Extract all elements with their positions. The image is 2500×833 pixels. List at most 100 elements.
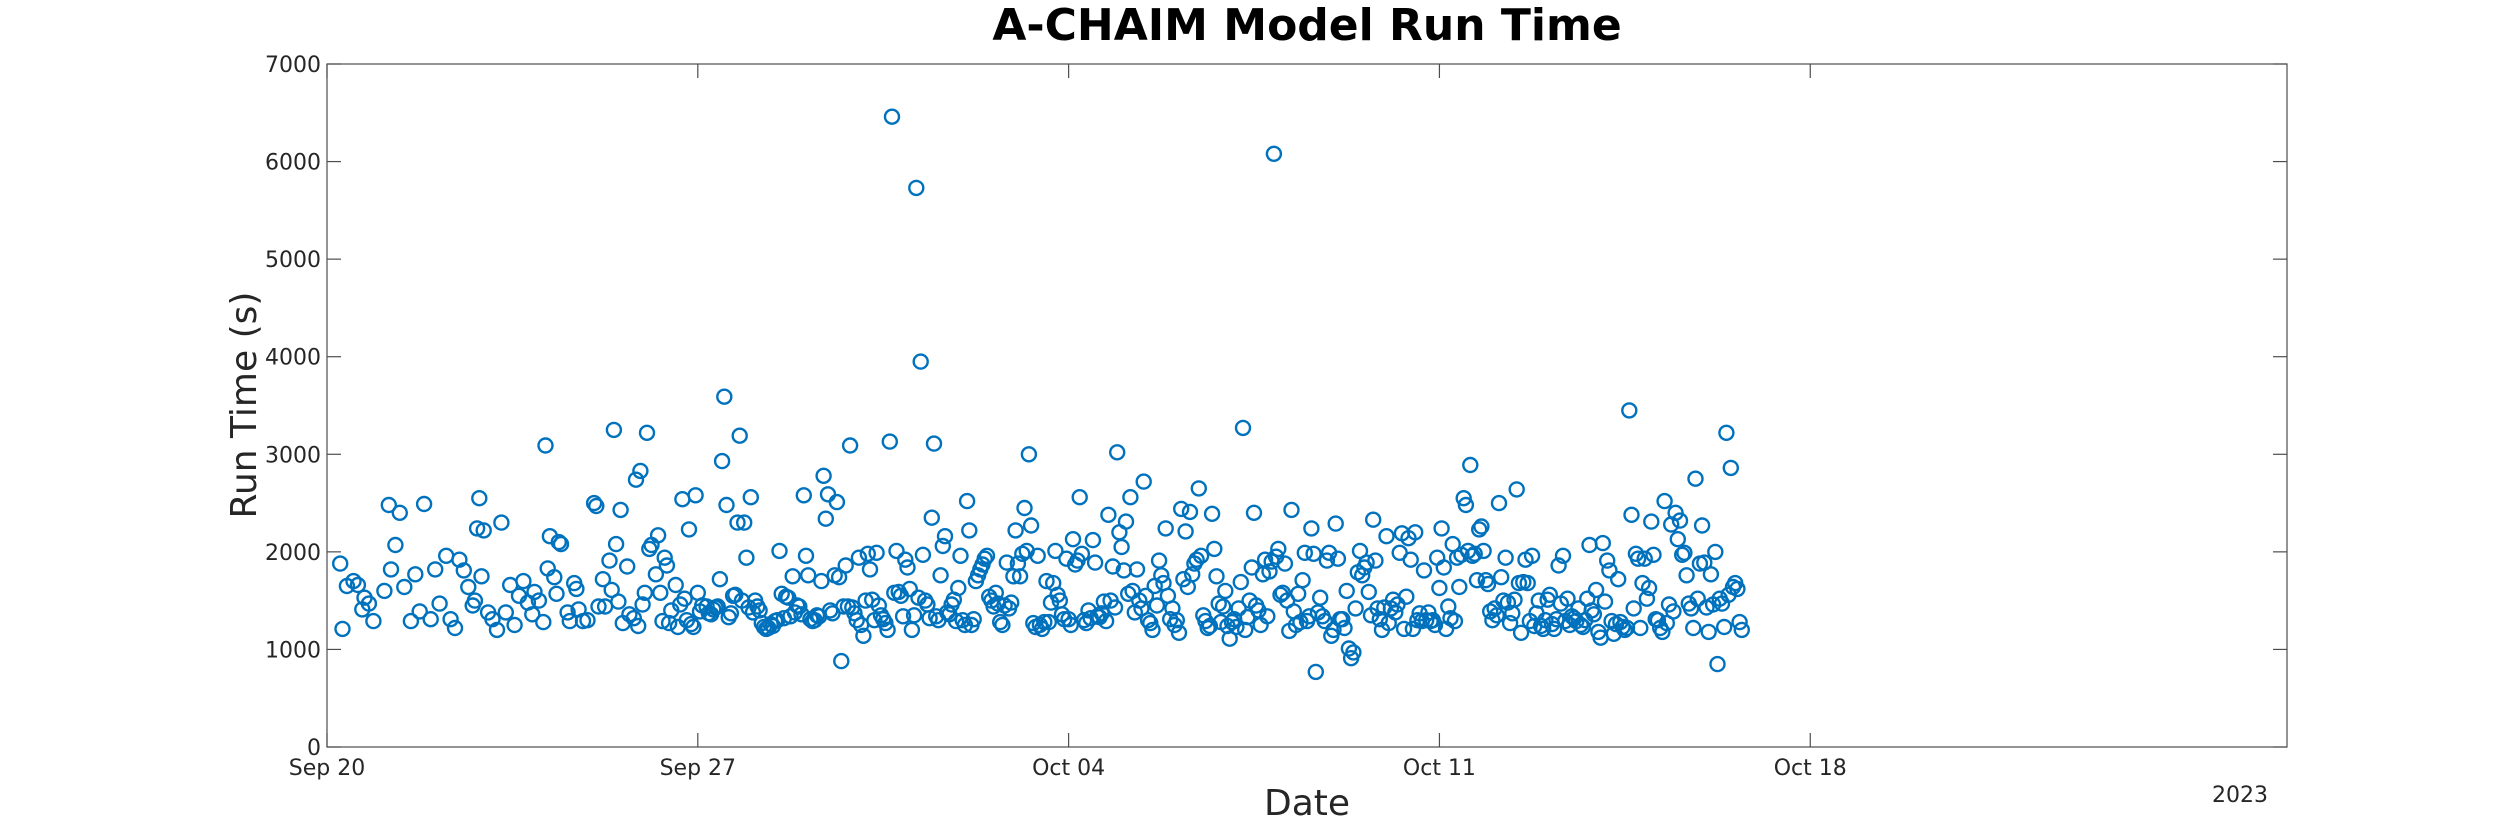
- data-point: [1047, 542, 1064, 560]
- data-point: [1122, 489, 1139, 506]
- data-point: [952, 547, 969, 564]
- y-tick-label: 7000: [265, 53, 321, 78]
- data-point: [1217, 582, 1234, 600]
- data-point: [568, 580, 585, 598]
- data-point: [466, 592, 484, 609]
- data-point: [590, 598, 607, 615]
- data-point: [1685, 619, 1702, 637]
- data-point: [1093, 605, 1110, 622]
- data-point: [897, 551, 914, 568]
- data-point: [647, 566, 665, 583]
- data-point: [332, 555, 349, 572]
- data-point: [1587, 581, 1605, 599]
- data-point: [1497, 549, 1514, 566]
- data-point: [815, 467, 832, 484]
- data-point: [1446, 612, 1464, 630]
- data-point: [1645, 546, 1662, 563]
- data-point: [1616, 621, 1634, 639]
- data-point: [1172, 500, 1190, 518]
- data-point: [1270, 540, 1287, 558]
- data-point: [1197, 612, 1214, 630]
- data-point: [1585, 606, 1603, 623]
- data-point: [1071, 489, 1088, 506]
- data-point: [1097, 612, 1115, 630]
- data-point: [1311, 589, 1329, 606]
- y-axis: 0 1000 2000 3000 4000 5000 6000 7000: [265, 53, 2287, 761]
- data-point: [1676, 544, 1693, 561]
- data-point: [1259, 608, 1276, 625]
- data-point: [1117, 513, 1135, 530]
- data-point: [1541, 586, 1559, 603]
- data-point: [1040, 613, 1058, 631]
- data-point: [1192, 547, 1210, 564]
- data-point: [1554, 547, 1572, 564]
- plot-frame: [326, 63, 2288, 748]
- data-point: [738, 549, 755, 566]
- x-tick-label: Sep 20: [289, 756, 365, 781]
- data-point: [817, 510, 834, 527]
- data-point: [649, 527, 667, 544]
- data-point: [899, 559, 916, 576]
- data-point: [411, 603, 428, 620]
- data-point: [605, 421, 623, 439]
- data-point: [1640, 579, 1658, 597]
- data-point: [1340, 640, 1358, 657]
- data-point: [471, 490, 488, 507]
- data-point: [736, 514, 753, 531]
- data-point: [1707, 543, 1724, 561]
- data-point: [1086, 554, 1104, 571]
- data-point: [1153, 567, 1170, 584]
- data-point: [442, 611, 459, 628]
- data-point: [497, 604, 514, 621]
- y-tick-label: 6000: [265, 151, 321, 176]
- data-point: [841, 437, 859, 454]
- data-point: [1003, 594, 1020, 611]
- data-point: [396, 578, 413, 596]
- data-point: [932, 567, 949, 584]
- data-point: [1574, 618, 1592, 636]
- data-point: [1201, 617, 1219, 635]
- data-point: [654, 612, 671, 630]
- data-point: [1729, 580, 1746, 598]
- data-point: [881, 433, 898, 450]
- data-point: [1265, 145, 1283, 163]
- data-point: [619, 558, 636, 575]
- data-point: [1415, 562, 1433, 579]
- chart-title: A-CHAIM Model Run Time: [992, 0, 1621, 51]
- data-point: [1064, 531, 1082, 548]
- data-point: [833, 652, 850, 670]
- data-point: [402, 612, 420, 630]
- data-point: [1406, 524, 1424, 541]
- data-point: [1431, 579, 1448, 597]
- data-point: [1545, 620, 1563, 638]
- x-axis: Sep 20 Sep 27 Oct 04 Oct 11 Oct 18: [289, 64, 1847, 781]
- data-point: [1636, 550, 1653, 567]
- data-point: [530, 592, 548, 609]
- data-point: [632, 462, 649, 480]
- data-point: [1106, 599, 1124, 616]
- data-point: [1488, 607, 1506, 624]
- data-point: [718, 496, 735, 514]
- data-point: [908, 179, 925, 197]
- data-point: [391, 504, 408, 521]
- data-point: [1214, 598, 1232, 615]
- data-point: [676, 590, 693, 607]
- data-point: [1702, 566, 1720, 583]
- data-point: [859, 545, 876, 562]
- data-point: [1137, 587, 1155, 604]
- data-point: [848, 612, 865, 629]
- data-point: [877, 614, 894, 632]
- data-point: [1601, 562, 1618, 579]
- data-point: [1594, 534, 1612, 552]
- data-point: [585, 494, 603, 512]
- data-point: [958, 492, 976, 510]
- data-point: [914, 546, 932, 563]
- data-point: [901, 580, 918, 598]
- data-point: [1276, 555, 1294, 572]
- data-point: [1718, 424, 1735, 441]
- data-point: [1334, 611, 1351, 628]
- data-point: [627, 471, 645, 488]
- data-point: [921, 610, 938, 627]
- data-point: [1395, 620, 1413, 638]
